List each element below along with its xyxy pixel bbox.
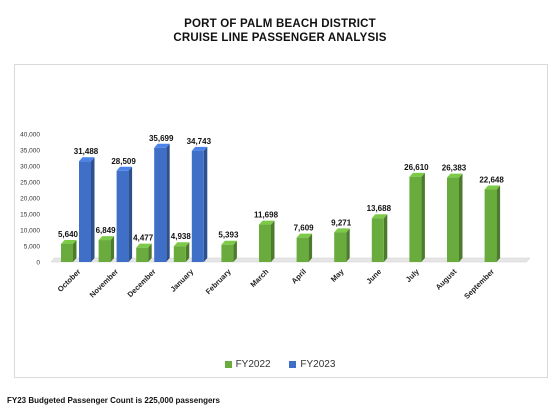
chart-title: PORT OF PALM BEACH DISTRICT <box>184 18 376 30</box>
bar-fy2022-side <box>346 228 350 262</box>
bar-fy2022 <box>61 243 73 262</box>
bar-fy2022-side <box>110 236 115 262</box>
bar-fy2022-side <box>185 242 190 262</box>
bar-fy2022-label: 7,609 <box>294 224 315 233</box>
bar-fy2023-top <box>79 157 95 162</box>
bar-fy2023-label: 34,743 <box>187 137 212 146</box>
bar-fy2023-side <box>128 166 133 262</box>
bar-fy2023-top <box>191 146 208 151</box>
legend-swatch-fy2022 <box>224 361 232 368</box>
bar-fy2022 <box>259 224 271 262</box>
bar-fy2023 <box>191 150 204 262</box>
bar-fy2022-label: 26,610 <box>404 163 429 172</box>
y-tick-label: 15,000 <box>20 212 40 219</box>
bar-fy2022-top <box>296 233 313 238</box>
chart-subtitle: CRUISE LINE PASSENGER ANALYSIS <box>173 32 387 44</box>
legend: FY2022 FY2023 <box>0 359 560 370</box>
bar-fy2022 <box>447 177 459 262</box>
bar-fy2023-side <box>91 157 95 262</box>
legend-label-fy2023: FY2023 <box>300 359 336 370</box>
bar-fy2022-top <box>371 214 388 219</box>
bar-fy2023 <box>116 170 129 262</box>
bar-fy2022-top <box>173 242 190 247</box>
x-tick-label: July <box>404 266 422 284</box>
x-tick-label: December <box>126 267 158 299</box>
bar-fy2022-top <box>334 228 350 233</box>
bar-fy2022-label: 6,849 <box>96 226 117 235</box>
bar-fy2022 <box>371 218 384 262</box>
x-tick-label: November <box>88 267 120 299</box>
bar-fy2022 <box>173 246 186 262</box>
footnote: FY23 Budgeted Passenger Count is 225,000… <box>7 396 220 405</box>
x-tick-label: October <box>56 267 83 294</box>
x-tick-label: September <box>462 267 496 301</box>
bar-fy2022-side <box>271 220 275 262</box>
bar-fy2022-label: 13,688 <box>367 204 392 213</box>
bar-fy2023-label: 28,509 <box>111 157 136 166</box>
chart-frame: 0 5,000 10,000 15,000 20,000 25,000 30,000 35,0… <box>14 64 548 378</box>
bar-fy2022 <box>484 189 497 262</box>
bar-fy2022-label: 5,640 <box>58 230 79 239</box>
y-tick-label: 20,000 <box>20 196 40 203</box>
bar-fy2022 <box>296 237 309 262</box>
y-tick-label: 35,000 <box>20 148 40 155</box>
bar-fy2022-side <box>308 233 313 262</box>
y-tick-label: 5,000 <box>24 244 41 251</box>
bar-fy2023 <box>154 147 167 262</box>
bar-fy2022-top <box>221 240 237 245</box>
x-tick-label: January <box>168 266 195 293</box>
bar-fy2022-label: 26,383 <box>442 164 467 173</box>
bar-fy2022-label: 4,477 <box>133 234 154 243</box>
legend-item-fy2022: FY2022 <box>224 359 271 370</box>
bar-fy2022-side <box>496 185 501 262</box>
x-tick-label: May <box>329 266 346 283</box>
bar-fy2022-label: 11,698 <box>254 211 279 220</box>
bar-fy2023-top <box>154 143 170 148</box>
bar-fy2022-label: 4,938 <box>171 232 192 241</box>
x-tick-label: February <box>204 266 234 296</box>
bar-fy2022-top <box>98 236 115 241</box>
bar-fy2023 <box>79 161 91 262</box>
bar-fy2022-label: 22,648 <box>479 176 504 185</box>
legend-item-fy2023: FY2023 <box>289 359 335 370</box>
bar-fy2023-label: 35,699 <box>149 134 174 143</box>
legend-swatch-fy2023 <box>289 361 297 368</box>
bar-fy2022-top <box>447 173 463 178</box>
bar-fy2023-side <box>203 146 208 262</box>
bar-fy2023-side <box>166 143 170 262</box>
bar-fy2022-top <box>484 185 501 190</box>
bar-fy2022-side <box>148 243 152 262</box>
bar-chart: 0 5,000 10,000 15,000 20,000 25,000 30,000 35,0… <box>20 132 531 301</box>
bar-fy2022-top <box>409 172 425 177</box>
y-tick-label: 25,000 <box>20 180 40 187</box>
bar-fy2022-side <box>73 239 77 262</box>
bar-fy2023-label: 31,488 <box>74 147 99 156</box>
y-tick-label: 40,000 <box>20 132 40 139</box>
bar-fy2023-top <box>116 166 133 171</box>
bar-fy2022-top <box>136 243 152 248</box>
bar-fy2022-top <box>259 220 275 225</box>
bar-fy2022-side <box>421 172 425 262</box>
bar-fy2022 <box>409 176 422 262</box>
legend-label-fy2022: FY2022 <box>235 359 271 370</box>
bar-fy2022-top <box>61 239 77 244</box>
bar-fy2022 <box>334 232 347 262</box>
bar-fy2022 <box>136 247 149 262</box>
bar-fy2022-side <box>383 214 388 262</box>
bar-fy2022-side <box>459 173 463 262</box>
x-tick-label: March <box>248 267 270 289</box>
x-tick-label: August <box>434 267 459 292</box>
x-tick-label: April <box>290 267 308 285</box>
y-tick-label: 30,000 <box>20 164 40 171</box>
bar-fy2022 <box>98 240 111 262</box>
bar-fy2022-side <box>233 240 237 262</box>
bar-fy2022-label: 9,271 <box>331 218 352 227</box>
y-tick-label: 10,000 <box>20 228 40 235</box>
bar-fy2022 <box>221 244 234 262</box>
bar-fy2022-label: 5,393 <box>218 231 239 240</box>
x-tick-label: June <box>364 267 383 286</box>
y-tick-label: 0 <box>36 260 40 267</box>
